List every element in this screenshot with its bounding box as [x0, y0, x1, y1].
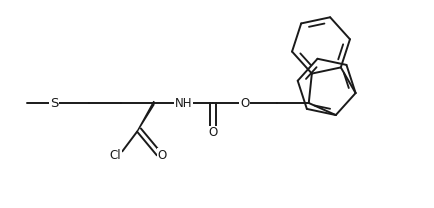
- Polygon shape: [137, 101, 154, 132]
- Text: O: O: [157, 149, 166, 162]
- Text: S: S: [50, 97, 58, 110]
- Text: NH: NH: [174, 97, 192, 110]
- Text: O: O: [208, 126, 217, 139]
- Text: Cl: Cl: [109, 149, 121, 162]
- Text: O: O: [240, 97, 249, 110]
